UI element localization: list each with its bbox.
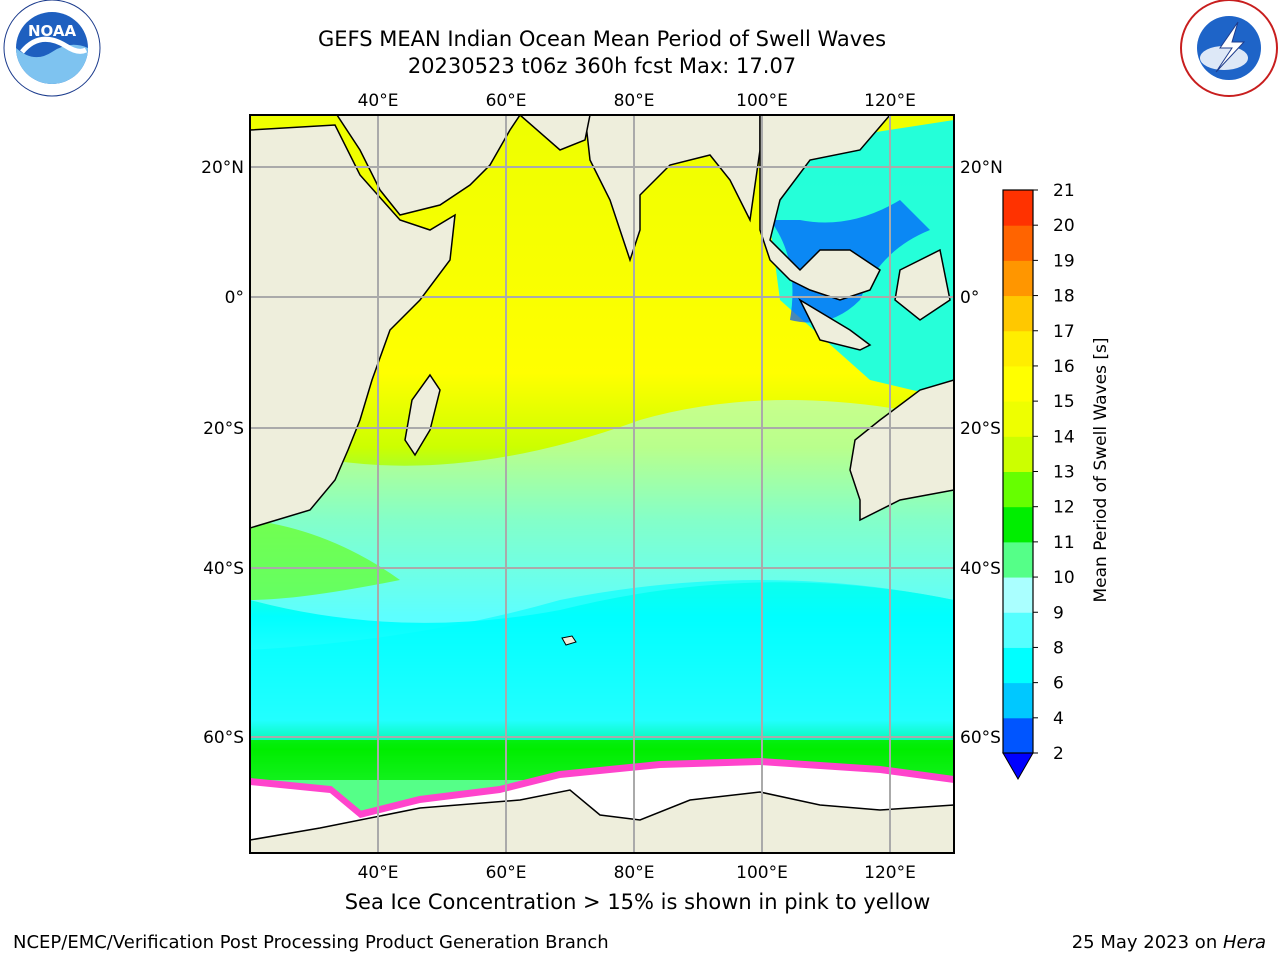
left-lat-tick-label: 20°S	[203, 419, 244, 439]
bottom-lon-tick-label: 120°E	[864, 863, 916, 883]
nws-logo	[1180, 0, 1278, 97]
right-lat-tick-label: 20°S	[960, 419, 1001, 439]
footer-host: Hera	[1222, 932, 1266, 953]
right-lat-tick-label: 40°S	[960, 559, 1001, 579]
bottom-lon-tick-label: 80°E	[614, 863, 655, 883]
colorbar-swatch	[1003, 506, 1033, 543]
colorbar-swatch	[1003, 682, 1033, 719]
map-subtitle: 20230523 t06z 360h fcst Max: 17.07	[407, 54, 797, 78]
noaa-logo: NOAA	[3, 0, 101, 97]
top-lon-tick-label: 40°E	[358, 91, 399, 111]
graticule	[250, 115, 954, 853]
colorbar-swatch	[1003, 577, 1033, 613]
axis-labels: 40°E 40°E 60°E 60°E 80°E 80°E 100°E 100°E 120°E 1…	[201, 91, 1003, 883]
australia-land	[849, 379, 954, 522]
colorbar-tick-label: 11	[1053, 533, 1075, 553]
colorbar-tick-label: 10	[1053, 568, 1075, 588]
colorbar-tick-label: 16	[1053, 357, 1075, 377]
colorbar-swatch	[1003, 295, 1033, 332]
colorbar-tick-label: 12	[1053, 498, 1075, 518]
right-lat-tick-label: 20°N	[960, 158, 1003, 178]
colorbar-swatch	[1003, 541, 1033, 578]
colorbar-tick-label: 8	[1053, 638, 1064, 658]
bottom-lon-tick-label: 100°E	[736, 863, 788, 883]
top-lon-tick-label: 120°E	[864, 91, 916, 111]
left-lat-tick-label: 40°S	[203, 559, 244, 579]
colorbar-swatch	[1003, 612, 1033, 648]
arabia-land	[250, 115, 521, 216]
top-lon-tick-label: 100°E	[736, 91, 788, 111]
colorbar-tick-label: 21	[1053, 181, 1075, 201]
colorbar-swatch	[1003, 717, 1033, 754]
left-lat-tick-label: 0°	[225, 288, 244, 308]
colorbar-tick-label: 19	[1053, 251, 1075, 271]
colorbar-tick-label: 18	[1053, 287, 1075, 307]
map-area	[250, 115, 954, 853]
colorbar-tick-label: 15	[1053, 392, 1075, 412]
map-title: GEFS MEAN Indian Ocean Mean Period of Sw…	[317, 27, 887, 51]
right-lat-tick-label: 60°S	[960, 728, 1001, 748]
top-lon-tick-label: 80°E	[614, 91, 655, 111]
sumatra-java-land	[798, 298, 872, 351]
colorbar-swatch	[1003, 471, 1033, 508]
colorbar-tick-label: 14	[1053, 427, 1075, 447]
colorbar-swatch	[1003, 225, 1033, 261]
colorbar: 2 4 6 8 9 10 11 12 13 14 15 16 17 18 19 20 21	[1002, 181, 1075, 781]
colorbar-swatch	[1003, 647, 1033, 684]
left-lat-tick-label: 60°S	[203, 728, 244, 748]
colorbar-tick-label: 2	[1053, 744, 1064, 764]
top-lon-tick-label: 60°E	[486, 91, 527, 111]
sea-ice-note: Sea Ice Concentration > 15% is shown in …	[344, 890, 931, 914]
footer-branch: NCEP/EMC/Verification Post Processing Pr…	[13, 932, 609, 953]
colorbar-swatch	[1003, 260, 1033, 297]
colorbar-under-triangle	[1002, 752, 1034, 781]
map-frame	[249, 114, 955, 854]
noaa-logo-text: NOAA	[28, 22, 77, 40]
colorbar-tick-label: 9	[1053, 603, 1064, 623]
madagascar-land	[404, 373, 441, 457]
colorbar-tick-label: 13	[1053, 463, 1075, 483]
bottom-lon-tick-label: 40°E	[358, 863, 399, 883]
borneo-sulawesi-land	[894, 248, 951, 321]
southeast-asia-land	[759, 115, 891, 301]
colorbar-tick-label: 20	[1053, 216, 1075, 236]
footer-date: 25 May 2023 on Hera	[1072, 932, 1266, 953]
footer-date-text: 25 May 2023 on	[1071, 932, 1223, 953]
right-lat-tick-label: 0°	[960, 288, 979, 308]
colorbar-swatch	[1003, 330, 1033, 367]
bottom-lon-tick-label: 60°E	[486, 863, 527, 883]
colorbar-swatch	[1003, 401, 1033, 437]
colorbar-tick-label: 6	[1053, 674, 1064, 694]
colorbar-swatch	[1003, 190, 1033, 226]
colorbar-swatch	[1003, 365, 1033, 402]
left-lat-tick-label: 20°N	[201, 158, 244, 178]
antarctica-land	[250, 789, 954, 853]
colorbar-label: Mean Period of Swell Waves [s]	[1091, 338, 1111, 603]
colorbar-swatch	[1003, 436, 1033, 472]
colorbar-tick-label: 17	[1053, 322, 1075, 342]
colorbar-tick-label: 4	[1053, 709, 1064, 729]
